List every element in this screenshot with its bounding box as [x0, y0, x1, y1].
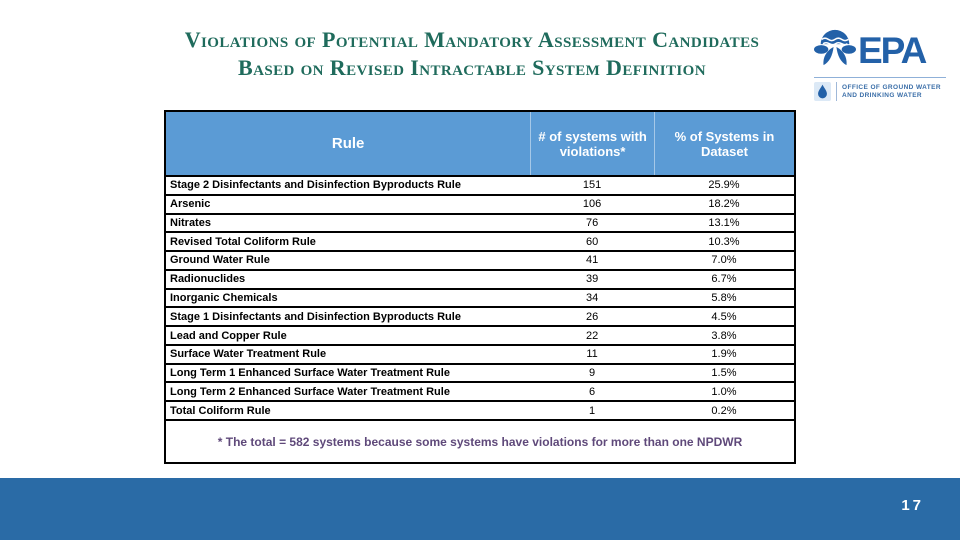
table-row: Ground Water Rule 41 7.0% [166, 250, 794, 269]
pct-cell: 1.0% [711, 385, 737, 398]
count-cell: 76 [585, 216, 599, 229]
slide-title: Violations of Potential Mandatory Assess… [0, 26, 944, 82]
count-cell: 9 [589, 367, 596, 380]
table-row: Radionuclides 39 6.7% [166, 268, 794, 288]
pct-cell: 18.2% [708, 198, 740, 211]
rule-cell: Stage 2 Disinfectants and Disinfection B… [170, 179, 461, 192]
count-cell: 1 [589, 404, 596, 417]
pct-cell: 10.3% [708, 235, 740, 248]
epa-office-line1: OFFICE OF GROUND WATER [842, 83, 941, 91]
pct-cell: 3.8% [711, 329, 737, 342]
count-cell: 26 [585, 310, 599, 323]
table-row: Total Coliform Rule 1 0.2% [166, 400, 794, 419]
count-cell: 11 [586, 348, 598, 361]
rule-cell: Revised Total Coliform Rule [170, 235, 316, 248]
count-cell: 106 [582, 198, 602, 211]
epa-logo-top: EPA [814, 27, 946, 74]
table-row: Revised Total Coliform Rule 60 10.3% [166, 231, 794, 250]
table-row: Stage 1 Disinfectants and Disinfection B… [166, 306, 794, 325]
pct-cell: 6.7% [711, 273, 737, 286]
count-cell: 6 [589, 385, 596, 398]
rule-cell: Ground Water Rule [170, 254, 270, 267]
epa-logo-bottom: OFFICE OF GROUND WATER AND DRINKING WATE… [814, 77, 946, 101]
rule-cell: Surface Water Treatment Rule [170, 348, 327, 361]
header-percent-of-systems: % of Systems in Dataset [653, 112, 794, 175]
count-cell: 41 [585, 254, 599, 267]
header-rule: Rule [331, 135, 365, 152]
rule-cell: Arsenic [170, 198, 211, 211]
table-body: Stage 2 Disinfectants and Disinfection B… [166, 177, 794, 419]
pct-cell: 13.1% [708, 216, 740, 229]
epa-office-line2: AND DRINKING WATER [842, 91, 923, 99]
count-cell: 39 [585, 273, 599, 286]
pct-cell: 1.9% [711, 348, 737, 361]
count-cell: 151 [582, 179, 602, 192]
violations-table: Rule # of systems with violations* % of … [164, 110, 796, 464]
pct-cell: 25.9% [708, 179, 740, 192]
rule-cell: Nitrates [170, 216, 211, 229]
count-cell: 34 [585, 291, 599, 304]
table-row: Arsenic 106 18.2% [166, 193, 794, 213]
epa-flower-icon [814, 27, 856, 74]
slide-title-line2: Based on Revised Intractable System Defi… [238, 55, 706, 80]
logo-divider [836, 82, 837, 101]
epa-logo: EPA OFFICE OF GROUND WATER AND DRINKING … [814, 27, 946, 101]
pct-cell: 1.5% [711, 367, 737, 380]
table-row: Lead and Copper Rule 22 3.8% [166, 325, 794, 344]
rule-cell: Long Term 2 Enhanced Surface Water Treat… [170, 385, 450, 398]
table-footnote: * The total = 582 systems because some s… [166, 419, 794, 462]
rule-cell: Inorganic Chemicals [170, 291, 278, 304]
rule-cell: Long Term 1 Enhanced Surface Water Treat… [170, 367, 450, 380]
slide-title-line1: Violations of Potential Mandatory Assess… [184, 27, 760, 52]
table-row: Surface Water Treatment Rule 11 1.9% [166, 343, 794, 363]
pct-cell: 5.8% [711, 291, 737, 304]
rule-cell: Lead and Copper Rule [170, 329, 287, 342]
rule-cell: Radionuclides [170, 273, 246, 286]
slide-footer-bar: 17 [0, 478, 960, 540]
count-cell: 22 [585, 329, 599, 342]
pct-cell: 0.2% [711, 404, 737, 417]
epa-office-name: OFFICE OF GROUND WATER AND DRINKING WATE… [842, 84, 941, 100]
rule-cell: Total Coliform Rule [170, 404, 271, 417]
table-header-row: Rule # of systems with violations* % of … [166, 112, 794, 177]
table-row: Long Term 1 Enhanced Surface Water Treat… [166, 362, 794, 382]
table-row: Stage 2 Disinfectants and Disinfection B… [166, 177, 794, 194]
pct-cell: 4.5% [711, 310, 737, 323]
header-systems-with-violations: # of systems with violations* [530, 112, 654, 175]
count-cell: 60 [585, 235, 599, 248]
table-row: Long Term 2 Enhanced Surface Water Treat… [166, 381, 794, 400]
table-row: Nitrates 76 13.1% [166, 212, 794, 232]
rule-cell: Stage 1 Disinfectants and Disinfection B… [170, 310, 461, 323]
page-number: 17 [901, 497, 924, 514]
table-row: Inorganic Chemicals 34 5.8% [166, 287, 794, 307]
pct-cell: 7.0% [711, 254, 737, 267]
water-drop-icon [814, 82, 831, 101]
epa-wordmark: EPA [858, 29, 927, 71]
